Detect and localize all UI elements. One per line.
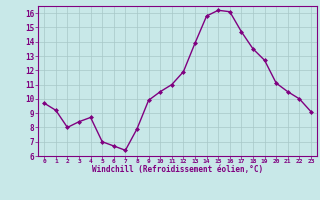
- X-axis label: Windchill (Refroidissement éolien,°C): Windchill (Refroidissement éolien,°C): [92, 165, 263, 174]
